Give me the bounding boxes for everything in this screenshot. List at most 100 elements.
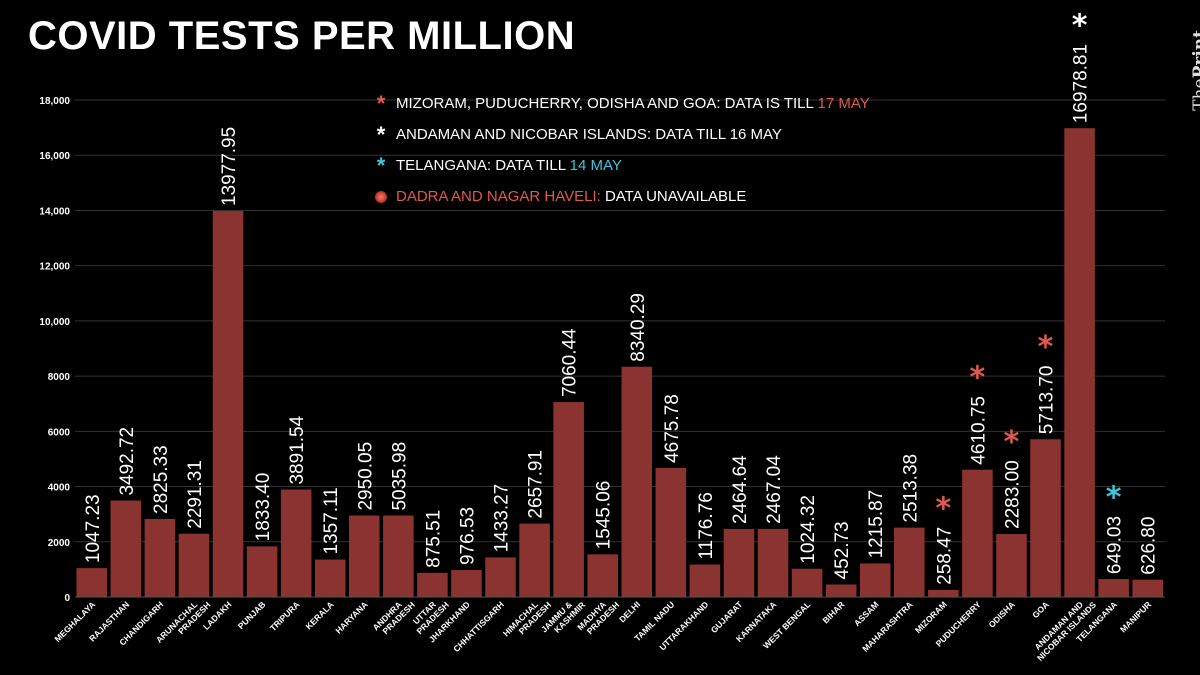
value-label: 16978.81 [1071, 44, 1092, 123]
value-label: 2283.00 [1002, 460, 1023, 529]
bar [451, 570, 482, 597]
value-label: 1433.27 [492, 484, 513, 553]
value-label: 2513.38 [900, 454, 921, 523]
x-tick-label: KERALA [304, 599, 336, 631]
bar [1030, 439, 1061, 597]
dot-icon [375, 190, 387, 203]
x-tick-label: GUJARAT [709, 599, 745, 635]
x-tick-label: MIZORAM [913, 599, 949, 635]
bar [1098, 579, 1129, 597]
legend-item-white: * ANDAMAN AND NICOBAR ISLANDS: DATA TILL… [370, 119, 870, 150]
y-tick-label: 4000 [48, 483, 71, 494]
bar [655, 467, 687, 597]
asterisk-marker: * [1072, 8, 1088, 43]
value-label: 1215.87 [866, 490, 887, 559]
bar [894, 527, 925, 597]
value-label: 5713.70 [1037, 366, 1058, 435]
y-tick-label: 2000 [48, 538, 71, 549]
value-label: 1833.40 [253, 473, 274, 542]
value-label: 8340.29 [628, 293, 649, 362]
value-label: 3492.72 [117, 427, 138, 496]
bar [757, 528, 789, 597]
value-label: 1047.23 [83, 494, 104, 563]
value-label: 4610.75 [968, 396, 989, 465]
bar [825, 584, 857, 597]
bar [689, 564, 721, 597]
x-tick-label: BIHAR [820, 599, 846, 625]
page-title: COVID TESTS PER MILLION [28, 14, 576, 58]
x-tick-label: MADHYAPRADESH [575, 593, 621, 639]
value-label: 13977.95 [219, 127, 240, 206]
bar [485, 557, 516, 597]
legend-status: DATA UNAVAILABLE [600, 188, 747, 205]
x-tick-label: ANDHRAPRADESH [371, 593, 417, 639]
bar [280, 489, 312, 597]
legend-text: DADRA AND NAGAR HAVELI: DATA UNAVAILABLE [396, 188, 746, 205]
value-label: 875.51 [423, 510, 444, 568]
value-label: 3891.54 [287, 415, 308, 484]
value-label: 976.53 [457, 507, 478, 565]
bar [212, 211, 244, 597]
value-label: 1176.76 [696, 492, 717, 559]
legend-label: MIZORAM, PUDUCHERRY, ODISHA AND GOA: DAT… [396, 95, 814, 112]
value-label: 2291.31 [185, 460, 206, 529]
bar [859, 563, 891, 597]
legend-text: TELANGANA: DATA TILL 14 MAY [396, 157, 622, 174]
x-tick-label: TRIPURA [268, 599, 302, 633]
value-label: 626.80 [1139, 517, 1160, 575]
x-tick-label: ASSAM [852, 599, 881, 628]
chart-legend: * MIZORAM, PUDUCHERRY, ODISHA AND GOA: D… [370, 88, 870, 212]
asterisk-marker: * [1106, 480, 1122, 515]
bar [996, 533, 1027, 597]
value-label: 2950.05 [355, 442, 376, 511]
asterisk-icon: * [376, 90, 386, 116]
bar [553, 402, 584, 597]
bar [144, 518, 176, 597]
y-tick-label: 16,000 [39, 151, 70, 162]
y-tick-label: 18,000 [39, 96, 70, 107]
bar [791, 568, 823, 597]
asterisk-icon: * [376, 121, 386, 147]
x-tick-label: DELHI [617, 599, 642, 624]
y-tick-label: 0 [64, 593, 70, 604]
y-tick-label: 8000 [48, 372, 71, 383]
bar [723, 528, 755, 597]
value-label: 649.03 [1105, 516, 1126, 574]
bar [928, 589, 959, 597]
value-label: 5035.98 [389, 442, 410, 511]
legend-label: TELANGANA: DATA TILL [396, 157, 566, 174]
y-tick-label: 10,000 [39, 317, 70, 328]
x-tick-label: ODISHA [986, 599, 1016, 629]
legend-label: DADRA AND NAGAR HAVELI: [396, 188, 601, 205]
value-label: 2464.64 [730, 455, 751, 524]
asterisk-marker: * [970, 360, 986, 395]
value-label: 452.73 [832, 521, 853, 579]
bar [349, 515, 380, 597]
bar [1064, 128, 1095, 597]
y-tick-label: 12,000 [39, 262, 70, 273]
x-tick-label: MANIPUR [1118, 599, 1153, 634]
bar [76, 568, 108, 597]
bar [1132, 579, 1163, 597]
bar [621, 366, 653, 597]
legend-date: 17 MAY [813, 95, 870, 112]
bar [110, 500, 142, 597]
y-tick-label: 14,000 [39, 206, 70, 217]
asterisk-marker: * [935, 491, 951, 526]
asterisk-marker: * [1004, 425, 1020, 460]
bar [587, 554, 618, 597]
value-label: 1357.11 [321, 487, 342, 554]
bar [962, 469, 993, 597]
x-tick-label: GOA [1030, 599, 1051, 620]
legend-date: 14 MAY [565, 157, 622, 174]
asterisk-marker: * [1038, 330, 1054, 365]
asterisk-icon: * [376, 152, 386, 178]
legend-item-red: * MIZORAM, PUDUCHERRY, ODISHA AND GOA: D… [370, 88, 870, 119]
y-tick-label: 6000 [48, 427, 71, 438]
bar [178, 533, 210, 597]
bar [314, 559, 346, 597]
bar [519, 523, 550, 597]
value-label: 258.47 [934, 527, 955, 585]
x-tick-label: HARYANA [333, 599, 369, 635]
